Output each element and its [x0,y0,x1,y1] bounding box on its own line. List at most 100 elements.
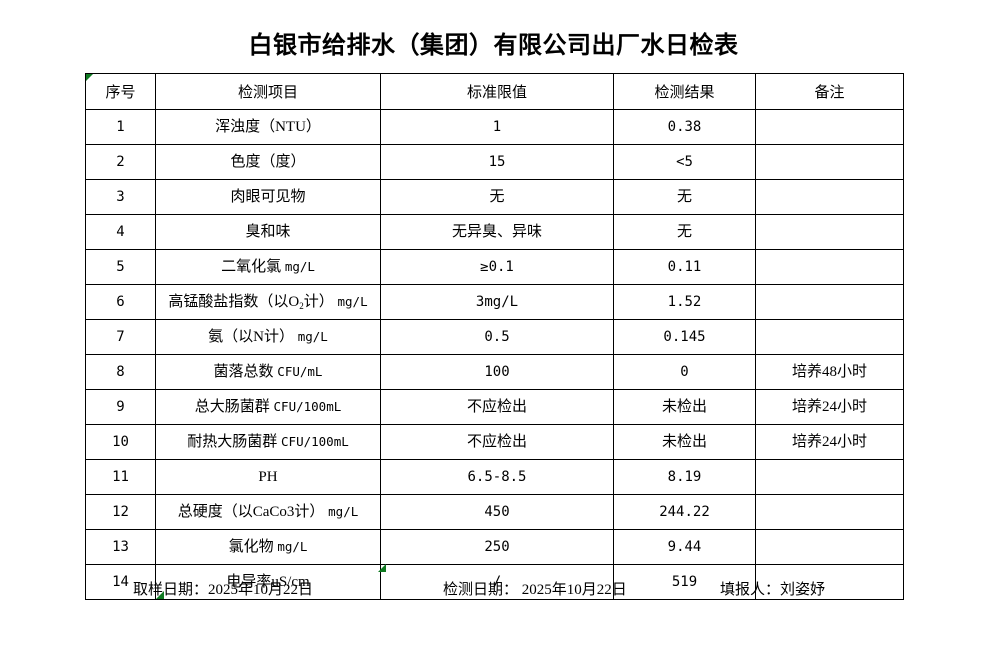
cell-limit-text: 无 [489,189,505,205]
cell-no: 11 [85,459,156,495]
cell-no: 1 [85,109,156,145]
cell-limit: 不应检出 [380,389,614,425]
cell-limit-text: 无异臭、异味 [451,224,542,240]
cell-item: 臭和味 [155,214,381,250]
cell-item-name: 高锰酸盐指数（以O2计） [168,293,334,311]
cell-no: 10 [85,424,156,460]
cell-no-text: 8 [116,364,125,380]
footer-row: 取样日期：2025年10月22日 检测日期： 2025年10月22日 填报人：刘… [85,564,903,602]
cell-limit: ≥0.1 [380,249,614,285]
cell-no-text: 3 [116,189,125,205]
cell-item-name: 浑浊度（NTU） [215,119,321,135]
cell-item-name: 总大肠菌群 [194,399,270,415]
table-row: 12 总硬度（以CaCo3计） mg/L 450 244.22 [85,494,904,530]
cell-limit-text: 450 [484,504,510,520]
cell-limit: / [380,564,614,600]
cell-item-name: PH [258,469,278,485]
col-header-limit: 标准限值 [380,73,614,110]
cell-item-text: 耐热大肠菌群 CFU/100mL [158,426,378,458]
cell-limit: 15 [380,144,614,180]
cell-item-unit: CFU/100mL [273,399,342,414]
cell-item-unit: CFU/100mL [281,434,349,449]
cell-limit-text: ≥0.1 [480,259,514,275]
table-row: 7 氨（以N计） mg/L 0.5 0.145 [85,319,904,355]
cell-item-text: 氯化物 mg/L [158,531,378,563]
table-row: 14 电导率uS/cm / 519 [85,564,904,600]
cell-no: 12 [85,494,156,530]
cell-no-text: 12 [112,504,129,520]
cell-item: 色度（度） [155,144,381,180]
cell-result: 9.44 [613,529,756,565]
cell-item-unit: mg/L [284,259,315,274]
cell-item-name: 总硬度（以CaCo3计） [177,504,325,520]
cell-remark: 培养24小时 [755,424,904,460]
cell-item-name: 二氧化氯 [221,259,282,275]
page-title: 白银市给排水（集团）有限公司出厂水日检表 [248,33,739,59]
cell-limit: 450 [380,494,614,530]
cell-item-text: 总大肠菌群 CFU/100mL [158,391,378,423]
cell-remark [755,284,904,320]
table-row: 2 色度（度） 15 <5 [85,144,904,180]
cell-result: 无 [613,179,756,215]
cell-no: 2 [85,144,156,180]
cell-item-unit: mg/L [297,329,328,344]
cell-limit-text: / [492,574,502,590]
cell-item-unit: CFU/mL [277,364,323,379]
table-row: 13 氯化物 mg/L 250 9.44 [85,529,904,565]
cell-item: 菌落总数 CFU/mL [155,354,381,390]
cell-result-text: 无 [676,224,692,240]
cell-result: 未检出 [613,424,756,460]
cell-result: 未检出 [613,389,756,425]
cell-remark: 培养48小时 [755,354,904,390]
cell-limit: 无 [380,179,614,215]
cell-result-text: <5 [676,154,693,170]
reporter-label: 填报人：刘姿妤 [720,582,826,598]
cell-limit-text: 15 [488,154,506,170]
cell-item-text: 二氧化氯 mg/L [158,251,378,283]
cell-limit: 不应检出 [380,424,614,460]
cell-result-text: 0.145 [663,329,706,345]
cell-item: 肉眼可见物 [155,179,381,215]
cell-no-text: 4 [116,224,125,240]
cell-no: 14 [85,564,156,600]
cell-item-name: 色度（度） [230,154,306,170]
cell-result: 8.19 [613,459,756,495]
cell-item: 总大肠菌群 CFU/100mL [155,389,381,425]
cell-item-text: 浑浊度（NTU） [158,111,378,143]
cell-result-text: 9.44 [667,539,702,555]
cell-item-text: PH [158,461,378,493]
cell-item-name: 臭和味 [245,224,291,240]
sample-date-label: 取样日期：2025年10月22日 [133,582,314,598]
cell-result-text: 244.22 [659,504,710,520]
col-header-remark: 备注 [755,73,904,110]
col-header-result: 检测结果 [613,73,756,110]
cell-remark [755,249,904,285]
cell-limit-text: 0.5 [484,329,510,345]
comment-marker-icon [156,591,164,599]
cell-item-text: 臭和味 [158,216,378,248]
table-body: 1 浑浊度（NTU） 1 0.38 2 色度（度） 15 <5 3 肉眼可见物无无 4 臭和味 无异臭、… [85,109,904,600]
cell-item-unit: mg/L [277,539,308,554]
table-row: 1 浑浊度（NTU） 1 0.38 [85,109,904,145]
cell-result: 0.38 [613,109,756,145]
cell-no-text: 9 [116,399,125,415]
table-row: 11 PH 6.5-8.5 8.19 [85,459,904,495]
cell-no-text: 5 [116,259,125,275]
cell-limit: 3mg/L [380,284,614,320]
cell-limit-text: 3mg/L [475,294,519,310]
report-table-wrap: 序号 检测项目 标准限值 检测结果 备注 1 浑浊度（NTU） 1 0.38 2 色度（度… [85,73,904,600]
cell-item: 高锰酸盐指数（以O2计） mg/L [155,284,381,320]
cell-item-name: 菌落总数 [213,364,274,380]
cell-no-text: 11 [112,469,129,485]
cell-limit: 250 [380,529,614,565]
cell-result-text: 1.52 [667,294,702,310]
cell-result: 0 [613,354,756,390]
table-row: 9 总大肠菌群 CFU/100mL 不应检出 未检出 培养24小时 [85,389,904,425]
table-row: 10 耐热大肠菌群 CFU/100mL 不应检出 未检出 培养24小时 [85,424,904,460]
cell-remark [755,459,904,495]
cell-item: 氨（以N计） mg/L [155,319,381,355]
cell-item: 氯化物 mg/L [155,529,381,565]
cell-result: 0.11 [613,249,756,285]
cell-remark [755,179,904,215]
cell-remark [755,529,904,565]
